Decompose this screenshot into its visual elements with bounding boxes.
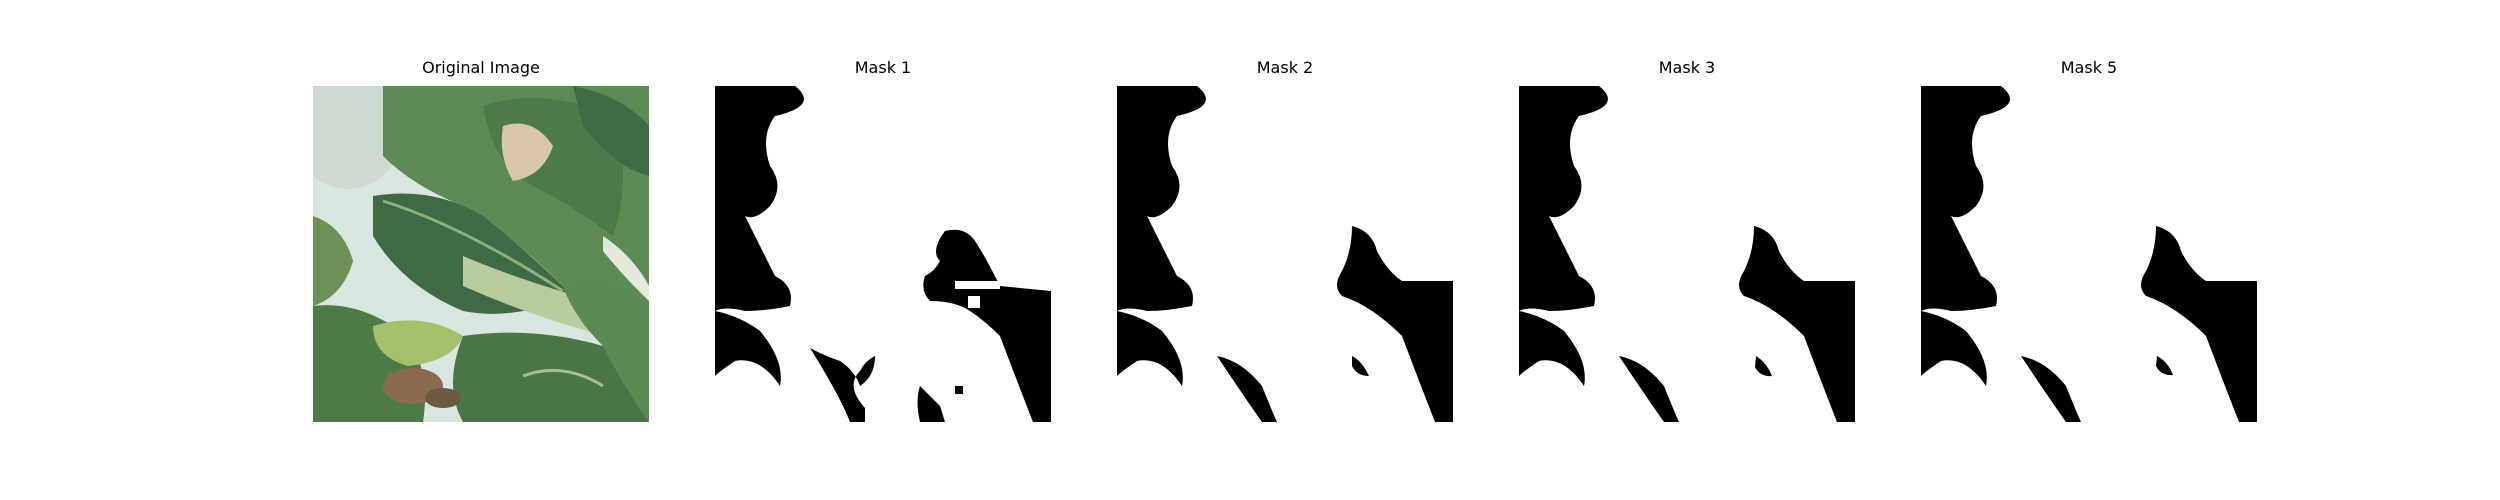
mask-3-image [1519, 86, 1855, 422]
panel-title-mask-2: Mask 2 [1256, 58, 1314, 77]
mask-2-image [1117, 86, 1453, 422]
mask-5-panel: Mask 5 [1921, 56, 2257, 428]
original-image-photo [313, 86, 649, 422]
mask-1-image [715, 86, 1051, 422]
original-image-panel: Original Image [313, 56, 649, 428]
original-image [313, 86, 649, 422]
mask-3-panel: Mask 3 [1519, 56, 1855, 428]
mask-1-shapes [715, 86, 1051, 422]
mask-5-shapes [1921, 86, 2257, 422]
mask-1-panel: Mask 1 [715, 56, 1051, 428]
mask-2-panel: Mask 2 [1117, 56, 1453, 428]
panel-title-mask-1: Mask 1 [854, 58, 912, 77]
mask-2-shapes [1117, 86, 1453, 422]
panel-title-mask-3: Mask 3 [1658, 58, 1716, 77]
panel-title-mask-5: Mask 5 [2060, 58, 2118, 77]
mask-3-shapes [1519, 86, 1855, 422]
panel-title-original-image: Original Image [422, 58, 540, 77]
mask-5-image [1921, 86, 2257, 422]
